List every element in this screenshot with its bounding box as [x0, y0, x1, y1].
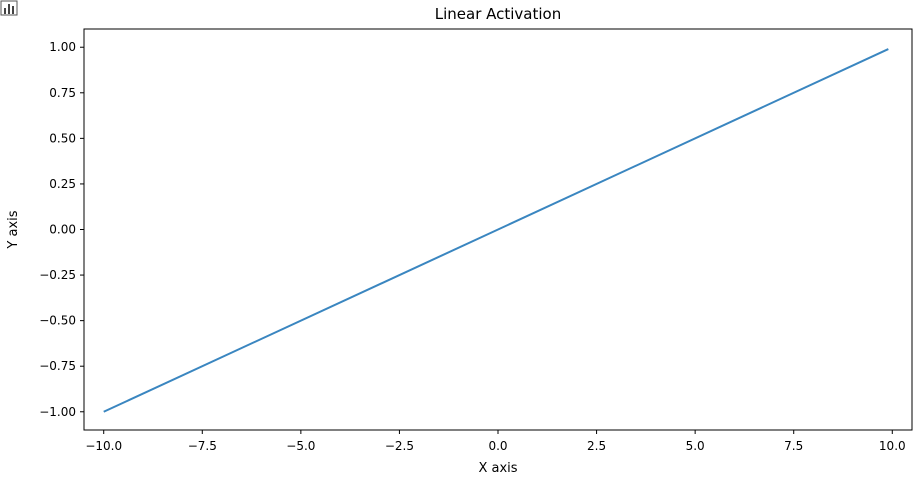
series-line: [103, 48, 889, 413]
x-axis-ticks: −10.0 −7.5 −5.0 −2.5 0.0 2.5 5.0 7.5 10.0: [85, 430, 906, 453]
x-tick-label: −10.0: [85, 439, 122, 453]
x-tick-label: 2.5: [587, 439, 606, 453]
y-axis-label: Y axis: [6, 210, 21, 249]
x-tick-label: 7.5: [784, 439, 803, 453]
x-tick-label: −2.5: [385, 439, 414, 453]
x-tick-label: −5.0: [286, 439, 315, 453]
x-tick-label: 5.0: [686, 439, 705, 453]
x-axis-label: X axis: [478, 461, 517, 476]
y-tick-label: −0.75: [39, 359, 76, 373]
y-tick-label: 0.75: [49, 86, 76, 100]
y-tick-label: 0.50: [49, 131, 76, 145]
y-tick-label: −0.50: [39, 314, 76, 328]
y-tick-label: 1.00: [49, 40, 76, 54]
plot-area: [103, 48, 889, 413]
y-tick-label: −1.00: [39, 405, 76, 419]
y-tick-label: 0.25: [49, 177, 76, 191]
bar-chart-icon[interactable]: [0, 0, 18, 16]
x-tick-label: −7.5: [188, 439, 217, 453]
plot-frame: [83, 28, 913, 431]
x-tick-label: 10.0: [879, 439, 906, 453]
y-tick-label: −0.25: [39, 268, 76, 282]
y-axis-ticks: 1.00 0.75 0.50 0.25 0.00 −0.25 −0.50 −0.75 −1.00: [39, 40, 84, 419]
chart-title: Linear Activation: [435, 5, 561, 23]
y-tick-label: 0.00: [49, 223, 76, 237]
x-tick-label: 0.0: [488, 439, 507, 453]
